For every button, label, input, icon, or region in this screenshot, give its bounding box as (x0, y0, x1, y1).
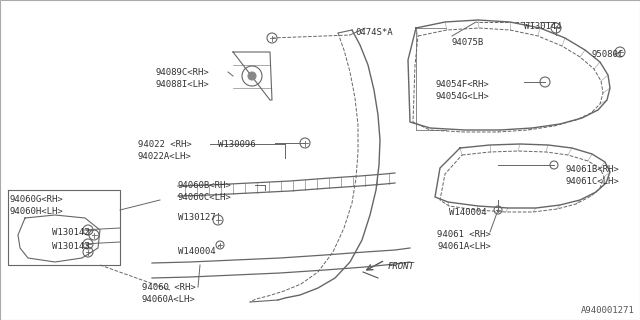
Text: A940001271: A940001271 (581, 306, 635, 315)
Text: 94060C<LH>: 94060C<LH> (178, 193, 232, 202)
Text: W130096: W130096 (218, 140, 255, 149)
Text: 94088I<LH>: 94088I<LH> (155, 80, 209, 89)
Text: W130143: W130143 (52, 242, 90, 251)
Text: 95080C: 95080C (591, 50, 623, 59)
Text: 94060H<LH>: 94060H<LH> (10, 207, 64, 216)
Text: W130142: W130142 (52, 228, 90, 237)
Text: 94054G<LH>: 94054G<LH> (436, 92, 490, 101)
Text: 94060A<LH>: 94060A<LH> (142, 295, 196, 304)
Text: 94060 <RH>: 94060 <RH> (142, 283, 196, 292)
Text: 94061A<LH>: 94061A<LH> (437, 242, 491, 251)
Text: 94060B<RH>: 94060B<RH> (178, 181, 232, 190)
Text: FRONT: FRONT (388, 262, 415, 271)
Text: W130144: W130144 (524, 22, 562, 31)
Text: 0474S*A: 0474S*A (355, 28, 392, 37)
Text: 94022 <RH>: 94022 <RH> (138, 140, 192, 149)
Text: 94089C<RH>: 94089C<RH> (155, 68, 209, 77)
Text: 94061C<LH>: 94061C<LH> (565, 177, 619, 186)
Text: 94060G<RH>: 94060G<RH> (10, 195, 64, 204)
Text: W130127: W130127 (178, 213, 216, 222)
Text: W140004: W140004 (449, 208, 486, 217)
Text: 94022A<LH>: 94022A<LH> (138, 152, 192, 161)
Text: 94061 <RH>: 94061 <RH> (437, 230, 491, 239)
Text: 94054F<RH>: 94054F<RH> (436, 80, 490, 89)
Circle shape (248, 72, 256, 80)
Text: 94075B: 94075B (451, 38, 483, 47)
Text: 94061B<RH>: 94061B<RH> (565, 165, 619, 174)
Text: W140004: W140004 (178, 247, 216, 256)
